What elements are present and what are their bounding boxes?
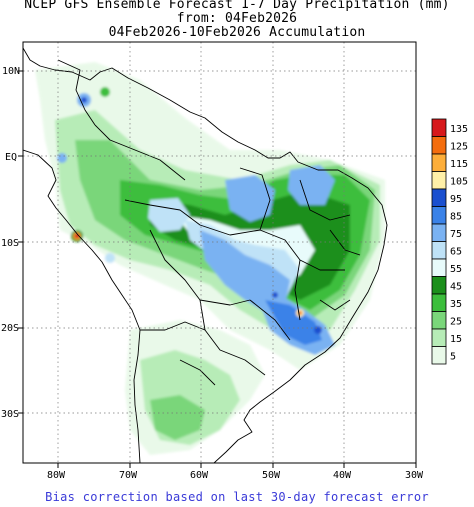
legend-label-115: 115	[450, 159, 468, 170]
legend-swatch-45	[431, 276, 447, 295]
coastlines-and-borders	[23, 47, 388, 463]
lon-label-50w: 50W	[262, 470, 281, 481]
legend-label-135: 135	[450, 124, 468, 135]
lat-label-10s: 10S	[1, 238, 19, 249]
lat-label-eq: EQ	[5, 152, 17, 163]
legend-label-65: 65	[450, 246, 462, 257]
legend-label-15: 15	[450, 334, 462, 345]
legend-swatch-75	[431, 223, 447, 242]
precipitation-legend: 135 125 115 105 95 85 75 65 55 45 35 25 15 5	[431, 118, 468, 365]
legend-label-45: 45	[450, 281, 462, 292]
legend-swatch-25	[431, 311, 447, 330]
lat-label-20s: 20S	[1, 323, 19, 334]
lon-label-70w: 70W	[119, 470, 138, 481]
accumulation-period: 04Feb2026-10Feb2026 Accumulation	[108, 25, 366, 40]
legend-label-55: 55	[450, 264, 462, 275]
legend-swatch-115	[431, 153, 447, 172]
lon-label-40w: 40W	[333, 470, 352, 481]
lat-label-30s: 30S	[1, 409, 19, 420]
legend-label-5: 5	[450, 351, 456, 362]
lat-label-10n: 10N	[2, 66, 20, 77]
legend-swatch-105	[431, 171, 447, 190]
legend-swatch-125	[431, 136, 447, 155]
legend-label-85: 85	[450, 211, 462, 222]
axis-ticks	[18, 70, 417, 468]
legend-label-25: 25	[450, 316, 462, 327]
legend-label-95: 95	[450, 194, 462, 205]
legend-swatch-15	[431, 328, 447, 347]
legend-label-75: 75	[450, 229, 462, 240]
legend-label-125: 125	[450, 141, 468, 152]
lon-label-30w: 30W	[405, 470, 424, 481]
legend-swatch-85	[431, 206, 447, 225]
legend-swatch-135	[431, 118, 447, 137]
map-title: NCEP GFS Ensemble Forecast 1-7 Day Preci…	[24, 0, 450, 12]
legend-label-35: 35	[450, 299, 462, 310]
map-frame	[22, 41, 417, 464]
legend-swatch-5	[431, 346, 447, 365]
lon-label-80w: 80W	[47, 470, 66, 481]
lon-label-60w: 60W	[190, 470, 209, 481]
legend-swatch-55	[431, 258, 447, 277]
bias-correction-note: Bias correction based on last 30-day for…	[45, 490, 429, 504]
precipitation-field	[35, 62, 385, 455]
forecast-start-date: from: 04Feb2026	[176, 11, 298, 26]
legend-swatch-65	[431, 241, 447, 260]
legend-swatch-35	[431, 293, 447, 312]
legend-label-105: 105	[450, 176, 468, 187]
legend-swatch-95	[431, 188, 447, 207]
